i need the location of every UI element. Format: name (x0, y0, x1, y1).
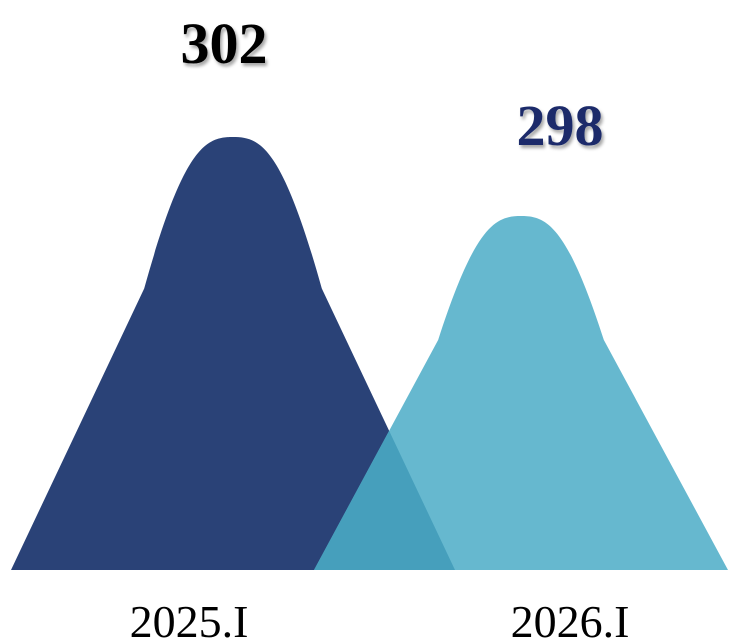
category-label-2025-i: 2025.I (130, 596, 249, 644)
category-label-2026-i: 2026.I (511, 596, 630, 644)
value-label-2026-i: 298 (517, 93, 604, 158)
value-label-2025-i: 302 (181, 11, 268, 76)
